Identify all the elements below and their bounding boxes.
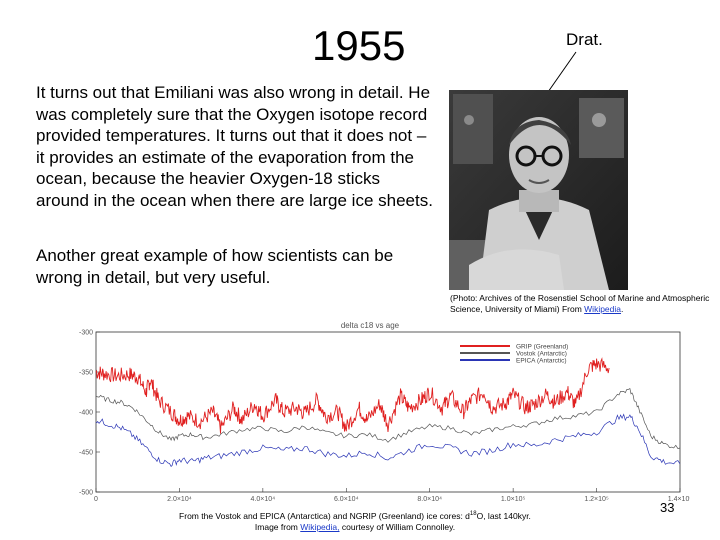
photo-caption-link[interactable]: Wikipedia — [584, 304, 622, 314]
x-tick-label: 0 — [94, 496, 98, 503]
credit-text-4: courtesy of William Connolley. — [341, 521, 456, 532]
x-tick-label: 1.2×10⁵ — [584, 496, 609, 503]
photo-caption-text: (Photo: Archives of the Rosenstiel Schoo… — [450, 293, 710, 314]
slide-title: 1955 — [312, 22, 406, 69]
legend-label: GRIP (Greenland) — [516, 344, 568, 351]
portrait-photo — [449, 90, 628, 290]
series-line-2 — [95, 413, 681, 467]
credit-text-3: Image from — [254, 521, 298, 532]
body-paragraph-1: It turns out that Emiliani was also wron… — [36, 83, 433, 210]
x-tick-label: 8.0×10⁴ — [417, 496, 442, 503]
y-tick-label: -400 — [79, 410, 93, 417]
photo-caption-end: . — [621, 304, 624, 314]
credit-link[interactable]: Wikipedia, — [300, 521, 340, 532]
chart-legend: GRIP (Greenland)Vostok (Antarctic)EPICA … — [460, 344, 568, 365]
x-tick-label: 1.0×10⁵ — [501, 496, 526, 503]
credit-text-1: From the Vostok and EPICA (Antarctica) a… — [179, 510, 470, 521]
x-tick-label: 1.4×10⁵ — [668, 496, 690, 503]
image-credit: From the Vostok and EPICA (Antarctica) a… — [140, 509, 570, 533]
chart-title: delta c18 vs age — [341, 321, 400, 330]
x-tick-label: 6.0×10⁴ — [334, 496, 359, 503]
body-paragraph-2: Another great example of how scientists … — [36, 246, 394, 287]
y-tick-label: -500 — [79, 490, 93, 497]
photo-caption: (Photo: Archives of the Rosenstiel Schoo… — [450, 293, 710, 315]
x-tick-label: 4.0×10⁴ — [251, 496, 276, 503]
series-line-1 — [95, 387, 681, 450]
series-line-0 — [95, 357, 610, 434]
x-tick-label: 2.0×10⁴ — [167, 496, 192, 503]
y-tick-label: -300 — [79, 330, 93, 337]
slide-number: 33 — [660, 500, 675, 515]
y-tick-label: -350 — [79, 370, 93, 377]
callout-label: Drat. — [566, 30, 603, 49]
y-tick-label: -450 — [79, 450, 93, 457]
credit-text-2: O, last 140kyr. — [476, 510, 531, 521]
legend-label: EPICA (Antarctic) — [516, 358, 567, 365]
credit-superscript: 18 — [469, 511, 477, 517]
legend-label: Vostok (Antarctic) — [516, 351, 567, 358]
